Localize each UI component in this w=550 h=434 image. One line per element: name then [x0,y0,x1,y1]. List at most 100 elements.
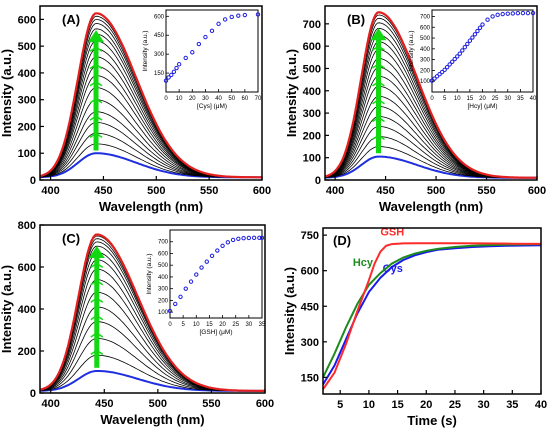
panel-label: (C) [62,231,80,246]
inset-data-point [230,237,236,243]
inset-data-point [163,78,169,83]
panel-label: (B) [347,12,365,27]
x-tick-label: 35 [506,399,518,411]
inset-data-point [183,286,188,291]
spectrum-curve [39,143,262,178]
inset-data-point [220,243,225,249]
inset-y-tick-label: 500 [420,36,431,42]
inset-data-point [450,59,455,64]
y-tick-label: 400 [18,68,36,80]
arrow-barb [89,115,97,121]
arrow-barb [372,81,379,87]
arrow-head [370,28,387,41]
y-tick-label: 600 [301,266,319,278]
inset-y-tick-label: 400 [420,47,431,53]
arrow-barb [90,280,98,286]
inset-x-tick-label: 0 [164,96,168,102]
inset-x-tick-label: 35 [259,322,266,328]
x-tick-label: 10 [363,399,375,411]
inset-data-point [183,55,188,61]
arrow-barb [89,81,97,87]
inset-y-tick-label: 700 [420,14,431,20]
inset-data-point [485,17,490,22]
x-tick-label: 30 [478,399,490,411]
arrow-barb [378,45,385,51]
arrow-barb [378,63,385,69]
spectrum-curve-final [324,11,537,179]
inset-y-axis-label: Intensity (a.u.) [146,253,153,294]
inset-x-tick-label: 30 [246,322,253,328]
inset-data-point [472,32,478,37]
inset-data-point [194,272,199,277]
spectrum-curve-initial [40,370,265,392]
inset-x-tick-label: 20 [219,322,226,328]
y-tick-label: 0 [315,175,321,187]
inset-frame [165,9,259,93]
x-tick-label: 400 [326,185,344,197]
inset-data-point [475,28,480,34]
y-axis-label: Intensity (a.u.) [282,267,297,355]
y-tick-label: 0 [30,388,36,400]
arrow-barb [96,297,104,303]
inset-x-tick-label: 30 [202,96,209,102]
inset-data-point [225,240,231,245]
x-axis-label: Time (s) [407,413,457,428]
arrow-barb [95,132,103,138]
arrow-barb [96,262,104,269]
inset-data-point [236,236,241,242]
arrow-barb [96,349,104,356]
inset-data-point [229,14,234,20]
x-tick-label: 500 [149,398,167,410]
y-tick-label: 0 [30,175,36,187]
y-tick-label: 500 [303,63,321,75]
y-tick-label: 600 [18,262,36,274]
inset-y-tick-label: 200 [420,68,431,74]
inset-data-point [246,235,252,241]
y-tick-label: 150 [301,372,319,384]
x-tick-label: 600 [528,185,546,197]
arrow-barb [90,297,98,303]
inset-data-point [209,253,215,259]
inset-data-point [216,21,221,27]
y-tick-label: 600 [18,14,36,26]
inset-y-tick-label: 600 [158,251,169,257]
arrow-barb [95,81,103,87]
panel-label: (A) [62,12,80,27]
x-tick-label: 20 [420,399,432,411]
arrow-barb [90,349,98,356]
inset-y-axis-label: Intensity (a.u.) [408,30,415,71]
x-tick-label: 400 [42,398,60,410]
y-tick-label: 800 [18,220,36,232]
y-axis-label: Intensity (a.u.) [0,49,14,137]
inset-y-tick-label: 700 [158,240,169,246]
arrow-barb [89,132,97,138]
inset-data-point [467,38,473,43]
inset-x-axis-label: [GSH] (μM) [200,329,233,336]
inset-data-point [495,12,500,18]
arrow-barb [90,332,98,338]
spectrum-curve-final [39,233,265,392]
panel-a: 400 450 500 550 6000100200300400500600Wavele… [0,5,271,214]
inset-x-tick-label: 5 [181,322,185,328]
inset-data-point [209,28,215,34]
y-tick-label: 200 [18,346,36,358]
x-tick-label: 40 [535,399,547,411]
y-tick-label: 400 [303,86,321,98]
y-tick-label: 300 [18,95,36,107]
inset-data-point [480,22,485,27]
y-tick-label: 300 [303,108,321,120]
inset-x-tick-label: 20 [189,96,196,102]
arrow-shaft [94,256,100,368]
inset-data-point [452,56,457,62]
x-axis-label: Wavelength (nm) [379,199,483,214]
inset-y-tick-label: 300 [154,52,165,58]
inset-x-tick-label: 40 [530,96,537,102]
y-tick-label: 100 [18,148,36,160]
inset-x-tick-label: 10 [454,96,461,102]
inset-data-point [257,235,262,241]
x-tick-label: 550 [477,185,495,197]
inset-data-point [490,14,495,19]
y-axis-label: Intensity (a.u.) [0,265,14,353]
arrow-barb [372,99,379,105]
